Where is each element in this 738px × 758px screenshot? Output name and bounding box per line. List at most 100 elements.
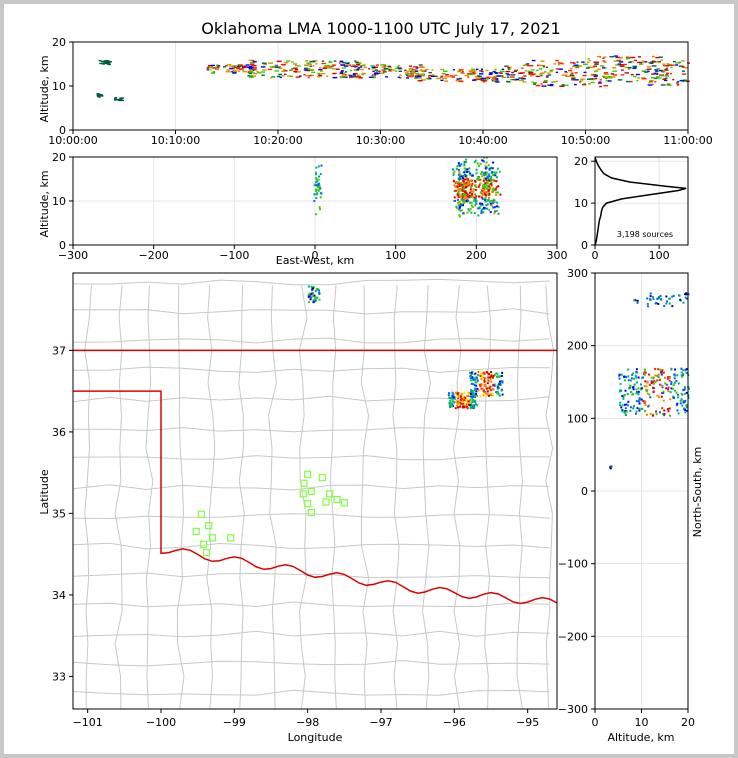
map-source-point — [450, 405, 453, 408]
map-source-point — [452, 394, 455, 397]
time-height-source-point — [232, 69, 237, 72]
lma-station-marker — [340, 499, 348, 507]
map-ytick-label: 37 — [52, 344, 66, 357]
north-south-source-point — [682, 407, 685, 410]
north-south-source-point — [631, 386, 634, 389]
east-west-source-point — [457, 201, 460, 204]
east-west-source-point — [320, 192, 323, 195]
east-west-source-point — [490, 204, 493, 207]
map-xlabel: Longitude — [288, 731, 343, 744]
east-west-source-point — [469, 173, 472, 176]
time-height-source-point — [626, 57, 631, 59]
time-height-source-point — [253, 72, 258, 75]
east-west-source-point — [493, 189, 496, 192]
time-height-source-point — [665, 72, 670, 74]
north-south-source-point — [638, 399, 641, 402]
time-height-source-point — [626, 80, 630, 83]
north-south-source-point — [609, 465, 612, 468]
north-south-source-point — [673, 374, 676, 377]
time-height-source-point — [552, 81, 556, 83]
north-south-source-point — [641, 376, 644, 379]
north-south-source-point — [685, 371, 688, 374]
map-source-point — [478, 370, 481, 373]
time-height-ytick-label: 20 — [52, 36, 66, 49]
east-west-source-point — [469, 207, 472, 210]
time-height-source-point — [103, 62, 107, 64]
time-height-source-point — [312, 65, 315, 67]
north-south-source-point — [621, 404, 624, 407]
east-west-source-point — [462, 184, 465, 187]
map-source-point — [448, 402, 451, 405]
time-height-source-point — [658, 69, 664, 72]
time-height-source-point — [623, 63, 627, 66]
map-source-point — [469, 395, 472, 398]
north-south-source-point — [684, 409, 687, 412]
time-height-source-point — [363, 66, 367, 69]
time-height-source-point — [212, 71, 216, 73]
north-south-source-point — [627, 400, 630, 403]
north-south-source-point — [623, 410, 626, 413]
county-boundary — [392, 285, 400, 710]
north-south-source-point — [648, 393, 651, 396]
time-height-source-point — [506, 76, 510, 78]
time-height-source-point — [362, 64, 366, 66]
time-height-source-point — [352, 74, 356, 76]
north-south-source-point — [684, 411, 687, 414]
time-height-source-point — [216, 65, 220, 68]
lma-station-marker — [197, 510, 205, 518]
east-west-source-point — [465, 190, 468, 193]
time-height-source-point — [306, 68, 311, 70]
time-height-source-point — [248, 71, 254, 74]
east-west-source-point — [481, 159, 484, 162]
time-height-source-point — [310, 74, 314, 77]
east-west-source-point — [315, 196, 318, 199]
county-boundary — [84, 285, 92, 709]
east-west-source-point — [484, 167, 487, 170]
time-height-source-point — [261, 62, 267, 64]
east-west-source-point — [317, 189, 320, 192]
time-height-source-point — [234, 71, 237, 73]
time-height-source-point — [620, 69, 624, 71]
map-source-point — [498, 375, 501, 378]
map-source-point — [447, 394, 450, 397]
time-height-source-point — [547, 83, 550, 86]
north-south-source-point — [652, 414, 655, 417]
map-source-point — [473, 395, 476, 398]
time-height-source-point — [357, 62, 362, 64]
map-source-point — [452, 396, 455, 399]
map-source-point — [490, 393, 493, 396]
east-west-source-point — [495, 176, 498, 179]
east-west-source-point — [465, 174, 468, 177]
time-height-source-point — [613, 55, 618, 57]
east-west-source-point — [482, 183, 485, 186]
time-height-source-point — [654, 80, 657, 83]
east-west-xtick-label: −200 — [139, 249, 169, 262]
east-west-source-point — [488, 168, 491, 171]
time-height-source-point — [653, 77, 658, 80]
map-source-point — [483, 384, 486, 387]
east-west-source-point — [463, 190, 466, 193]
time-height-source-point — [569, 73, 574, 76]
east-west-source-point — [481, 171, 484, 174]
map-source-point — [311, 289, 314, 292]
time-height-source-point — [648, 68, 652, 70]
time-height-source-point — [527, 70, 531, 72]
north-south-source-point — [643, 371, 646, 374]
east-west-source-point — [451, 168, 454, 171]
time-height-source-point — [257, 72, 260, 74]
time-height-source-point — [436, 77, 441, 80]
north-south-source-point — [628, 387, 631, 390]
time-height-source-point — [662, 78, 667, 81]
east-west-source-point — [485, 156, 488, 159]
county-boundary — [145, 285, 154, 710]
time-height-source-point — [574, 79, 579, 81]
east-west-source-point — [457, 203, 460, 206]
time-height-source-point — [663, 65, 668, 67]
map-source-point — [491, 373, 494, 376]
time-height-source-point — [380, 64, 384, 66]
time-height-source-point — [285, 60, 291, 62]
north-south-ylabel: North-South, km — [691, 447, 704, 538]
map-source-point — [448, 397, 451, 400]
oklahoma-state-border — [73, 349, 558, 605]
